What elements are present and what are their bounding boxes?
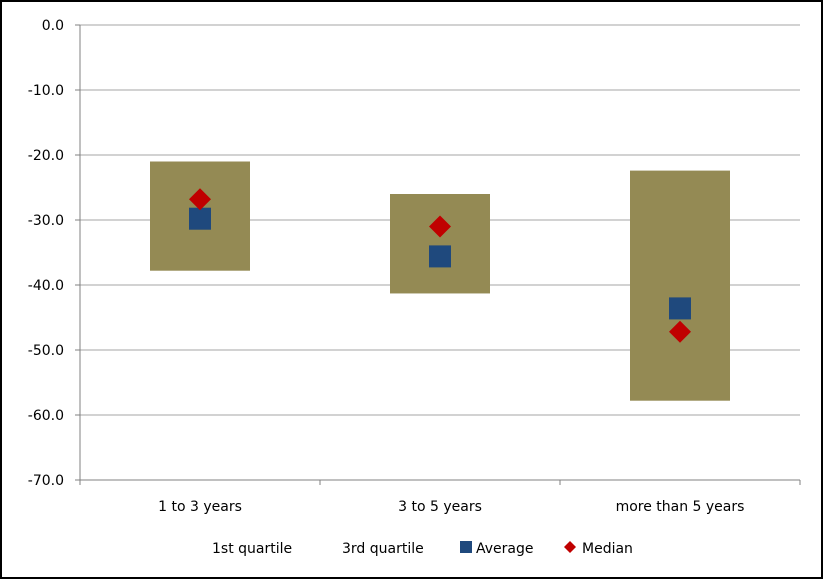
quartile-box: [630, 170, 730, 401]
y-tick-labels: 0.0 -10.0 -20.0 -30.0 -40.0 -50.0 -60.0 -70.0: [28, 18, 64, 489]
legend-marker-average: [460, 541, 472, 553]
markers: [189, 188, 691, 343]
y-tick-label: -60.0: [28, 408, 64, 424]
y-tick-label: -10.0: [28, 83, 64, 99]
y-tick-label: -20.0: [28, 148, 64, 164]
legend: 1st quartile 3rd quartile Average Median: [212, 541, 633, 557]
average-marker: [189, 207, 211, 230]
x-tick-label: more than 5 years: [616, 499, 745, 515]
y-tick-label: -40.0: [28, 278, 64, 294]
legend-marker-median: [564, 541, 576, 553]
x-tick-label: 1 to 3 years: [158, 499, 242, 515]
legend-label-q1: 1st quartile: [212, 541, 292, 557]
x-tick-labels: 1 to 3 years 3 to 5 years more than 5 year…: [158, 499, 744, 515]
average-marker: [669, 297, 691, 320]
quartile-boxes: [150, 161, 730, 401]
axes: [75, 24, 801, 485]
y-tick-label: -30.0: [28, 213, 64, 229]
legend-label-q3: 3rd quartile: [342, 541, 424, 557]
median-marker: [189, 188, 211, 211]
x-tick-label: 3 to 5 years: [398, 499, 482, 515]
median-marker: [669, 320, 691, 343]
y-tick-label: -50.0: [28, 343, 64, 359]
average-marker: [429, 245, 451, 268]
legend-label-average: Average: [476, 541, 534, 557]
quartile-box: [390, 194, 490, 294]
legend-label-median: Median: [582, 541, 633, 557]
median-marker: [429, 215, 451, 238]
y-tick-label: -70.0: [28, 473, 64, 489]
y-tick-label: 0.0: [42, 18, 64, 34]
